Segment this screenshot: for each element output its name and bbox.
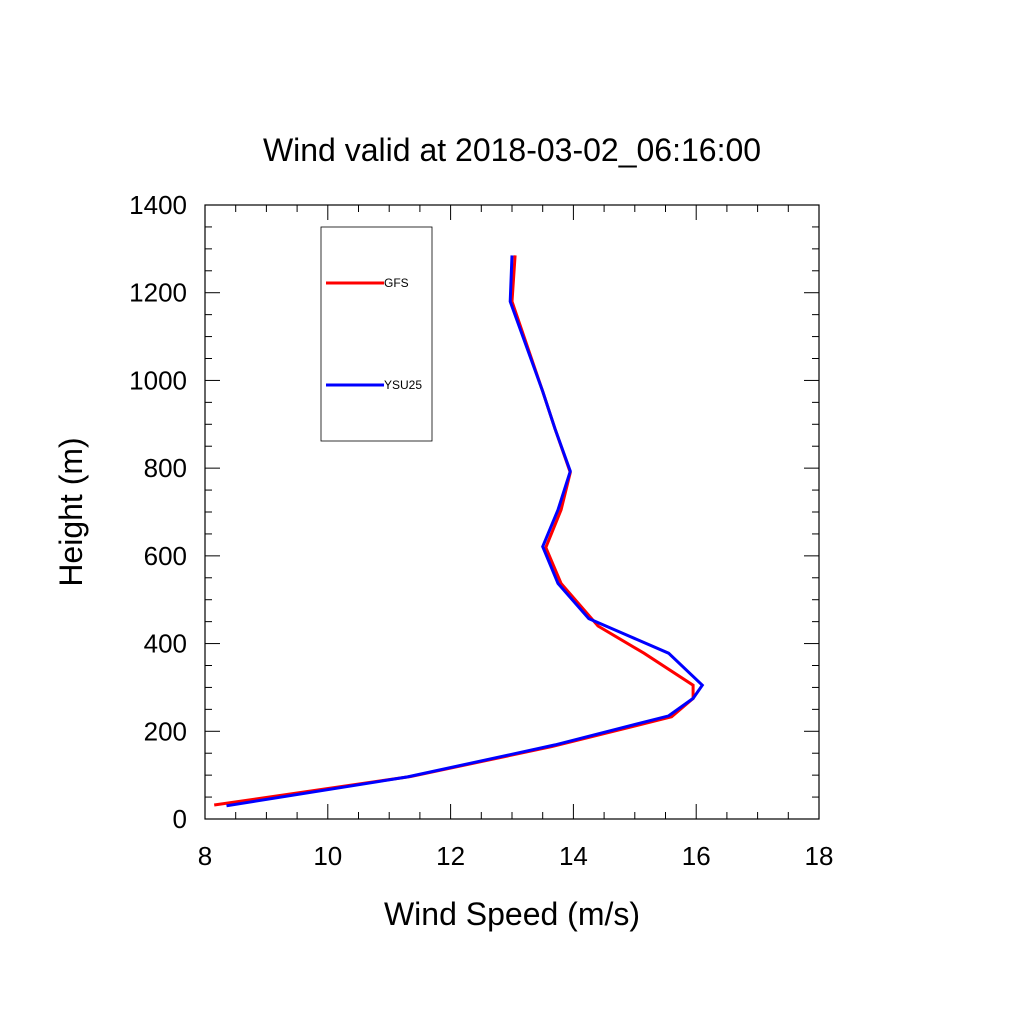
legend-label-ysu25: YSU25: [384, 378, 422, 392]
series-lines: [213, 255, 705, 808]
y-tick-label: 0: [173, 804, 187, 834]
legend: GFS YSU25: [320, 226, 433, 442]
y-axis-label: Height (m): [53, 437, 89, 586]
series-line-ysu25: [226, 255, 705, 808]
chart-title: Wind valid at 2018-03-02_06:16:00: [263, 132, 761, 168]
legend-box: [320, 226, 433, 442]
x-tick-label: 18: [805, 841, 834, 871]
y-tick-label: 400: [144, 629, 187, 659]
y-tick-label: 1400: [129, 190, 187, 220]
x-tick-label: 8: [198, 841, 212, 871]
y-tick-label: 200: [144, 716, 187, 746]
x-tick-label: 12: [436, 841, 465, 871]
tick-labels: 8 10 12 14 16 18 0 200 400 600 800 1000 1200 1400: [129, 190, 833, 871]
x-tick-label: 14: [559, 841, 588, 871]
series-line-gfs: [213, 255, 695, 807]
y-tick-label: 1000: [129, 365, 187, 395]
x-axis-label: Wind Speed (m/s): [384, 896, 640, 932]
x-tick-label: 16: [682, 841, 711, 871]
y-tick-label: 800: [144, 453, 187, 483]
plot-frame: [204, 204, 820, 820]
axis-ticks: [204, 204, 820, 820]
x-tick-label: 10: [313, 841, 342, 871]
y-tick-label: 1200: [129, 278, 187, 308]
y-tick-label: 600: [144, 541, 187, 571]
legend-label-gfs: GFS: [384, 276, 409, 290]
